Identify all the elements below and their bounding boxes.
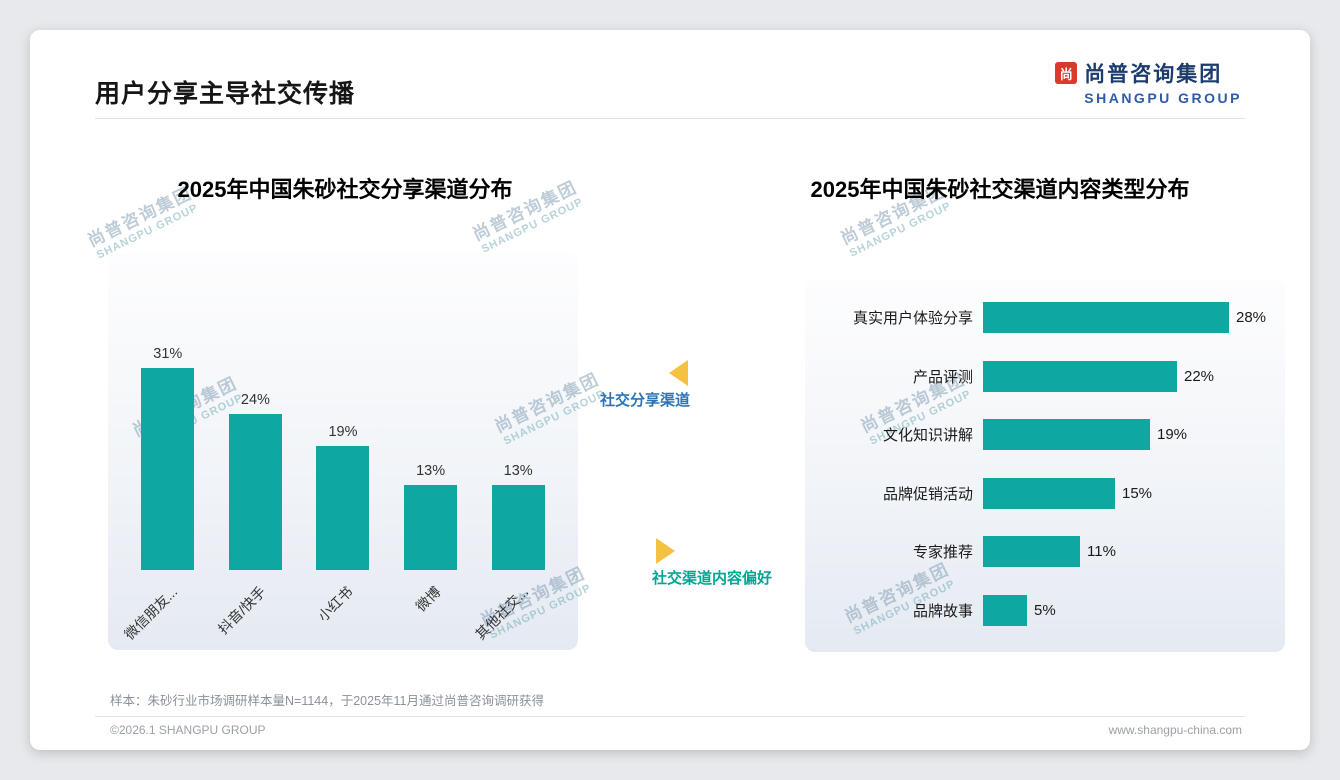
- vbar-item: 31% 微信朋友...: [121, 346, 195, 643]
- hbar-row: 产品评测 22%: [817, 360, 1277, 392]
- bar: [228, 414, 282, 570]
- logo-text-cn: 尚普咨询集团: [1084, 63, 1223, 86]
- bar: [983, 302, 1229, 333]
- bar-category-label: 真实用户体验分享: [852, 310, 973, 327]
- chart-title-content-types: 2025年中国朱砂社交渠道内容类型分布: [810, 177, 1190, 202]
- bar: [983, 477, 1115, 509]
- slide-card: 用户分享主导社交传播 尚 尚普咨询集团 SHANGPU GROUP 2025年中…: [30, 30, 1310, 750]
- annotation-content-preference-label: 社交渠道内容偏好: [652, 570, 773, 587]
- chart-title-share-channels: 2025年中国朱砂社交分享渠道分布: [177, 177, 513, 202]
- bar-category-label: 专家推荐: [912, 544, 973, 562]
- annotation-share-channels: 社交分享渠道: [588, 360, 690, 410]
- bar-category-label: 文化知识讲解: [882, 427, 973, 445]
- bar-value-label: 28%: [1236, 309, 1267, 326]
- watermark-text-en: SHANGPU GROUP: [479, 195, 586, 256]
- hbar-row: 专家推荐 11%: [817, 536, 1277, 568]
- bar-category-label: 品牌促销活动: [882, 485, 973, 503]
- logo-text-en: SHANGPU GROUP: [1084, 90, 1242, 106]
- vbar-item: 13% 微博: [404, 463, 458, 615]
- arrow-left-icon: [669, 360, 688, 386]
- page-title: 用户分享主导社交传播: [95, 80, 356, 108]
- bar-value-label: 22%: [1184, 367, 1215, 385]
- content-type-chart: 真实用户体验分享 28% 产品评测 22% 文化知识讲解 19% 品牌促销活动 15% 专家推荐…: [805, 280, 1285, 652]
- hbar-row: 真实用户体验分享 28%: [817, 302, 1277, 333]
- bar-value-label: 13%: [416, 463, 446, 479]
- bar-value-label: 24%: [240, 392, 270, 408]
- hbar-row: 品牌故事 5%: [817, 594, 1277, 626]
- vbar-item: 24% 抖音/快手: [214, 392, 282, 637]
- hbar-row: 品牌促销活动 15%: [817, 477, 1277, 509]
- logo-row: 尚 尚普咨询集团: [1055, 58, 1242, 88]
- bar: [983, 594, 1027, 626]
- share-channel-chart: 31% 微信朋友... 24% 抖音/快手 19% 小红书 13% 微博 13% 其他社交...: [108, 342, 578, 643]
- bar-category-label: 产品评测: [912, 368, 973, 386]
- logo-icon: 尚: [1055, 62, 1078, 84]
- bar: [404, 485, 458, 570]
- footer-divider: [95, 716, 1245, 717]
- right-chart-panel: [805, 280, 1285, 652]
- bar-value-label: 31%: [153, 346, 183, 362]
- annotation-share-channels-label: 社交分享渠道: [599, 392, 690, 409]
- hbar-row: 文化知识讲解 19%: [817, 419, 1277, 451]
- bar-value-label: 13%: [503, 463, 533, 479]
- vbar-item: 19% 小红书: [315, 424, 370, 624]
- annotation-content-preference: 社交渠道内容偏好: [652, 538, 784, 588]
- bar-value-label: 5%: [1034, 601, 1056, 619]
- bar-value-label: 15%: [1122, 484, 1153, 502]
- bar: [491, 485, 545, 570]
- bar: [983, 419, 1150, 451]
- bar: [316, 446, 370, 570]
- bar-value-label: 19%: [328, 424, 358, 440]
- bar-value-label: 11%: [1087, 543, 1116, 561]
- company-logo: 尚 尚普咨询集团 SHANGPU GROUP: [1055, 58, 1242, 106]
- bar-category-label: 品牌故事: [912, 602, 973, 620]
- sample-note: 样本：朱砂行业市场调研样本量N=1144，于2025年11月通过尚普咨询调研获得: [110, 694, 544, 708]
- header-divider: [95, 118, 1245, 119]
- bar: [983, 360, 1177, 392]
- bar-value-label: 19%: [1157, 426, 1188, 444]
- copyright-text: ©2026.1 SHANGPU GROUP: [110, 723, 266, 737]
- arrow-right-icon: [656, 538, 675, 564]
- website-text: www.shangpu-china.com: [1108, 723, 1242, 737]
- bar: [983, 536, 1080, 568]
- watermark-text-en: SHANGPU GROUP: [847, 199, 954, 260]
- bar: [141, 368, 195, 570]
- vbar-item: 13% 其他社交...: [472, 463, 545, 643]
